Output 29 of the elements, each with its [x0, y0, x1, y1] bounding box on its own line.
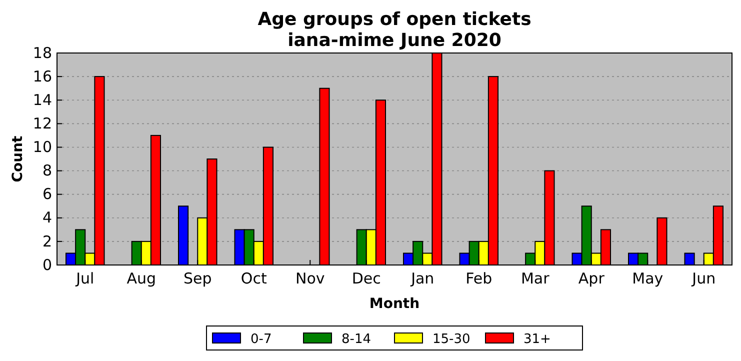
y-tick-label: 12: [32, 114, 52, 132]
x-tick-label: Apr: [578, 270, 606, 288]
legend-label: 8-14: [342, 332, 372, 347]
x-tick-label: Jan: [410, 270, 434, 288]
x-tick-label: Dec: [352, 270, 381, 288]
y-tick-label: 14: [32, 90, 52, 109]
x-tick-label: May: [632, 270, 664, 288]
x-tick-label: Sep: [183, 270, 212, 288]
y-tick-label: 10: [32, 138, 52, 156]
chart-title: Age groups of open tickets iana-mime June 2020: [258, 9, 532, 51]
y-tick-label: 18: [32, 44, 52, 62]
legend-label: 15-30: [432, 332, 470, 347]
x-tick-label: Oct: [240, 270, 267, 288]
legend-label: 0-7: [250, 332, 272, 347]
x-tick-label: Nov: [295, 270, 325, 288]
x-tick-label: Jun: [691, 270, 716, 288]
y-tick-label: 6: [42, 185, 52, 204]
x-tick-label: Jul: [75, 270, 94, 288]
y-tick-label: 16: [32, 67, 52, 86]
y-tick-label: 8: [42, 162, 52, 180]
y-tick-label: 0: [42, 256, 52, 274]
x-tick-label: Feb: [466, 270, 492, 288]
x-tick-label: Mar: [520, 270, 550, 288]
y-tick-label: 4: [42, 208, 52, 227]
legend-label: 31+: [524, 332, 551, 347]
x-axis-title: Month: [369, 296, 420, 312]
y-tick-label: 2: [42, 232, 52, 250]
y-axis-title: Count: [10, 135, 26, 182]
x-tick-label: Aug: [126, 270, 156, 288]
